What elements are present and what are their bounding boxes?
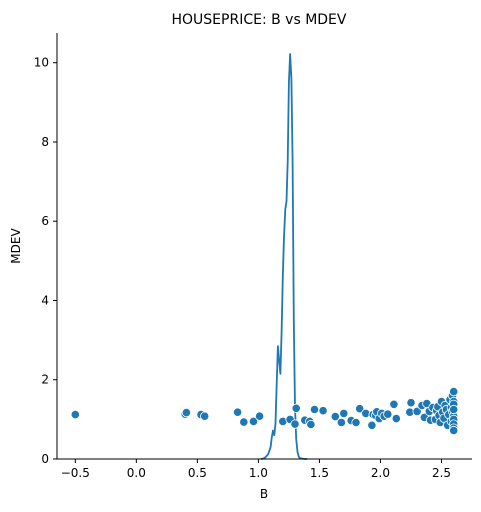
y-tick-label: 8 [41,135,49,149]
x-tick-label: 2.5 [432,466,451,480]
x-tick-label: −0.5 [61,466,90,480]
scatter-point [181,407,191,418]
scatter-point [351,417,361,428]
x-axis-ticks: −0.5 0.0 0.5 1.0 1.5 2.0 2.5 [61,459,451,480]
scatter-point [330,411,340,422]
scatter-point [306,419,316,430]
y-tick-label: 10 [34,56,49,70]
scatter-point [70,409,80,420]
scatter-point [367,420,377,430]
x-tick-label: 1.5 [310,466,329,480]
y-tick-label: 2 [41,373,49,387]
scatter-point [412,406,422,416]
x-axis-label: B [260,487,268,501]
x-tick-label: 0.0 [127,466,146,480]
scatter-point [449,425,459,436]
scatter-point [290,419,300,429]
y-axis-label: MDEV [9,228,23,264]
scatter-point [391,413,401,424]
density-line [260,53,308,460]
y-tick-label: 4 [41,293,49,307]
scatter-point [233,407,243,417]
y-tick-label: 6 [41,214,49,228]
scatter-point [309,404,320,415]
y-tick-label: 0 [41,452,49,466]
chart-title: HOUSEPRICE: B vs MDEV [172,12,347,28]
scatter-point [449,404,459,415]
scatter-point [389,399,399,409]
y-axis-ticks: 0 2 4 6 8 10 [34,56,57,466]
x-tick-label: 1.0 [249,466,268,480]
scatter-point [239,417,249,427]
scatter-point [318,406,328,416]
scatter-point [449,386,459,397]
scatter-point [406,398,416,408]
scatter-point [336,417,346,428]
scatter-point [383,409,393,419]
scatter-point [355,404,365,414]
plot-area [70,53,459,460]
x-tick-label: 2.0 [371,466,390,480]
scatter-point [291,403,301,413]
scatter-point [248,416,259,426]
scatter-point [339,408,349,418]
scatter-point [200,411,210,421]
x-tick-label: 0.5 [188,466,207,480]
scatter-point [255,411,265,421]
